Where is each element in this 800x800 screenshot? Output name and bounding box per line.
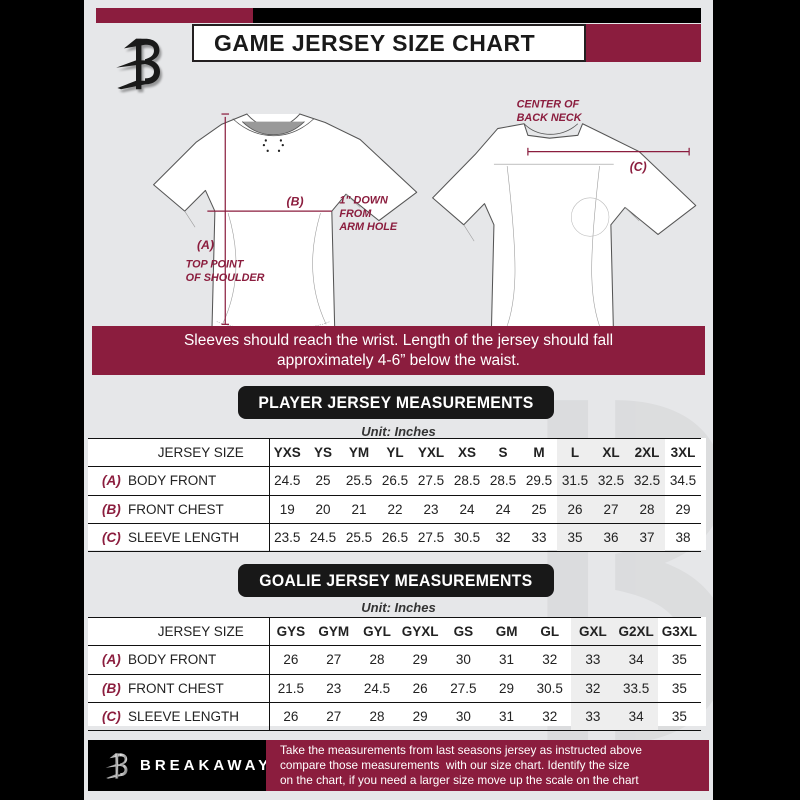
svg-text:CENTER OF: CENTER OF <box>517 98 580 110</box>
svg-text:(B): (B) <box>287 195 304 209</box>
svg-text:TOP POINT: TOP POINT <box>186 259 245 271</box>
svg-text:BACK NECK: BACK NECK <box>517 112 583 124</box>
svg-text:(A): (A) <box>197 238 214 252</box>
svg-text:(C): (C) <box>630 160 647 174</box>
svg-text:1" DOWN: 1" DOWN <box>339 195 388 207</box>
svg-text:FROM: FROM <box>339 208 372 220</box>
svg-text:OF SHOULDER: OF SHOULDER <box>186 272 265 284</box>
svg-text:ARM HOLE: ARM HOLE <box>338 221 398 233</box>
